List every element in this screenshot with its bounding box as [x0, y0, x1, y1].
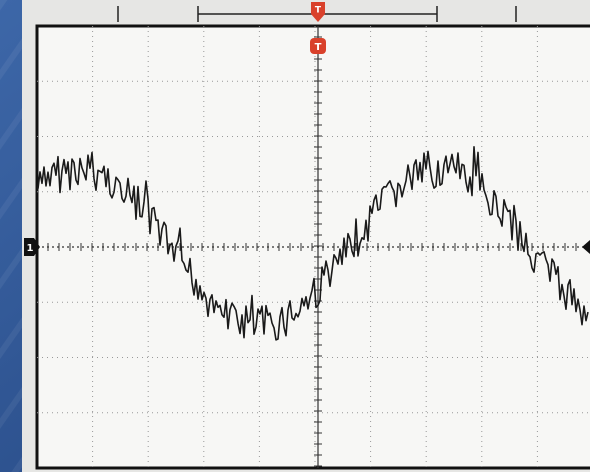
marker-label: T — [315, 42, 322, 53]
oscilloscope-screenshot: T T 1 — [0, 0, 590, 472]
marker-label: 1 — [27, 243, 34, 254]
page: T T 1 (() => { const data = JSON.parse(d… — [0, 0, 590, 472]
marker-label: T — [315, 6, 322, 16]
trigger-level-marker: T — [310, 38, 326, 54]
